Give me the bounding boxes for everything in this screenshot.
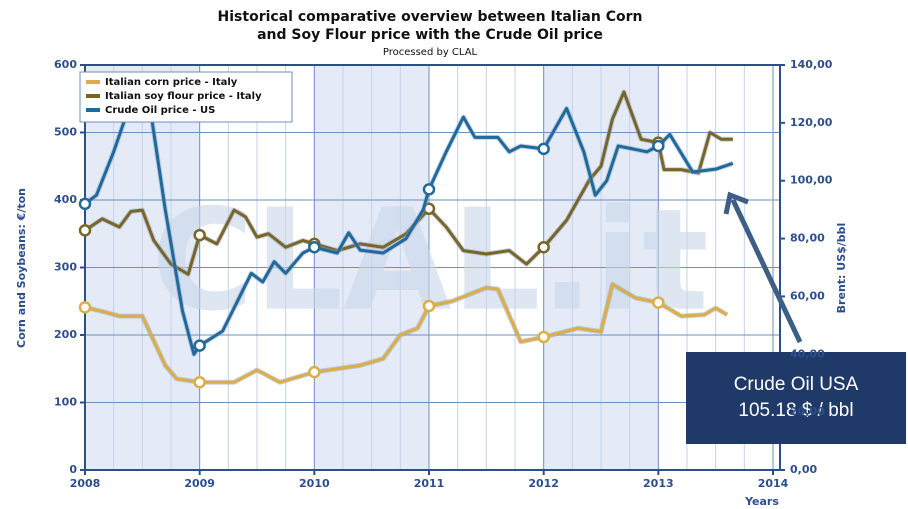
x-tick-label: 2008 — [70, 477, 101, 490]
x-tick-label: 2012 — [528, 477, 559, 490]
x-tick-label: 2010 — [299, 477, 330, 490]
chart-title: Historical comparative overview between … — [218, 9, 643, 25]
y2-tick-label: 100,00 — [790, 174, 833, 187]
y-tick-label: 0 — [69, 463, 77, 476]
x-tick-label: 2011 — [414, 477, 445, 490]
year-marker — [78, 301, 92, 314]
y-tick-label: 200 — [54, 328, 77, 341]
lines — [78, 82, 734, 389]
plot-frame — [84, 64, 781, 471]
annotation-arrowhead — [723, 191, 749, 215]
annotation-box — [686, 352, 906, 444]
y2-tick-label: 140,00 — [790, 58, 833, 71]
series-line — [84, 83, 734, 356]
y-tick-label: 600 — [54, 58, 77, 71]
legend-label: Italian corn price - Italy — [105, 77, 238, 88]
y2-tick-label: 60,00 — [790, 289, 825, 302]
year-marker — [78, 224, 92, 237]
annotation-text: Crude Oil USA — [734, 374, 859, 395]
x-tick-label: 2014 — [758, 477, 789, 490]
y2-tick-label: 0,00 — [790, 463, 817, 476]
y-tick-label: 500 — [54, 126, 77, 139]
series-line — [84, 282, 728, 384]
x-tick-label: 2009 — [184, 477, 215, 490]
y2-axis-label: Brent: US$/bbl — [835, 223, 848, 314]
year-marker — [422, 299, 436, 313]
year-marker — [193, 228, 206, 242]
y-tick-label: 400 — [54, 193, 77, 206]
year-marker — [193, 376, 206, 389]
x-tick-label: 2013 — [643, 477, 674, 490]
chart-title: and Soy Flour price with the Crude Oil p… — [257, 27, 603, 43]
grid — [80, 64, 785, 475]
year-marker — [652, 296, 665, 309]
y-tick-label: 100 — [54, 396, 77, 409]
chart-subtitle: Processed by CLAL — [383, 47, 478, 58]
year-marker — [652, 139, 665, 153]
x-axis-label: Years — [744, 495, 779, 508]
year-marker — [537, 241, 550, 254]
year-marker — [422, 183, 436, 196]
legend-box — [79, 71, 293, 123]
year-marker — [78, 197, 92, 211]
year-marker — [308, 365, 321, 379]
annotation-arrow — [730, 198, 803, 344]
legend-label: Italian soy flour price - Italy — [105, 91, 262, 102]
y2-tick-label: 80,00 — [790, 232, 825, 245]
y-tick-label: 300 — [54, 261, 77, 274]
y2-tick-label: 20,00 — [790, 405, 825, 418]
y2-tick-label: 120,00 — [790, 116, 833, 129]
legend: Italian corn price - Italy Italian soy fl… — [79, 71, 293, 123]
year-marker — [537, 330, 550, 344]
y-axis-label: Corn and Soybeans: €/ton — [15, 188, 28, 348]
year-marker — [537, 142, 550, 156]
year-marker — [193, 339, 206, 352]
year-marker — [308, 241, 321, 254]
legend-label: Crude Oil price - US — [105, 105, 215, 116]
annotation-text: 105.18 $ / bbl — [738, 400, 853, 421]
y2-tick-label: 40,00 — [790, 347, 825, 360]
